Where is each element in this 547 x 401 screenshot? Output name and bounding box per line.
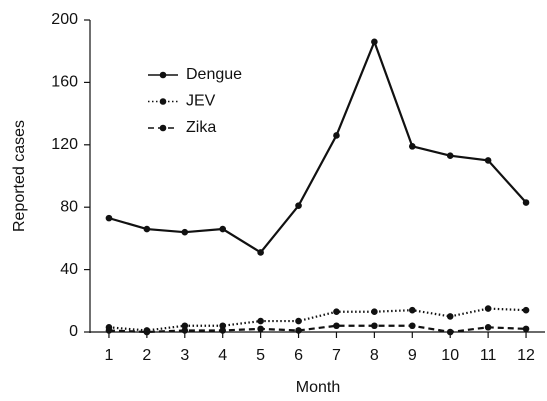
point xyxy=(371,38,378,46)
series-line xyxy=(108,324,527,334)
point xyxy=(522,306,530,314)
point xyxy=(257,317,264,325)
legend-marker xyxy=(159,98,167,105)
x-tick-label: 7 xyxy=(332,347,341,364)
y-axis-label: Reported cases xyxy=(11,120,28,232)
point xyxy=(219,225,227,233)
point xyxy=(219,322,227,330)
x-tick-label: 8 xyxy=(370,347,379,364)
point xyxy=(371,308,378,316)
x-axis-label: Month xyxy=(296,379,340,396)
point xyxy=(105,327,113,334)
point xyxy=(333,132,340,139)
point xyxy=(257,325,264,333)
point xyxy=(408,322,416,330)
legend-marker xyxy=(159,71,167,79)
y-tick-label: 40 xyxy=(60,261,78,278)
x-tick-label: 6 xyxy=(294,347,303,364)
x-tick-label: 9 xyxy=(408,347,417,364)
x-tick-label: 4 xyxy=(218,347,227,364)
x-tick-label: 1 xyxy=(105,347,114,364)
point xyxy=(257,249,264,256)
point xyxy=(446,152,454,160)
legend-marker xyxy=(159,124,167,132)
point xyxy=(333,322,340,330)
y-tick-label: 200 xyxy=(51,11,78,28)
point xyxy=(522,325,530,333)
point xyxy=(371,322,378,330)
y-tick-label: 80 xyxy=(60,198,78,215)
point xyxy=(181,228,189,236)
y-tick-label: 160 xyxy=(51,74,78,91)
point xyxy=(333,308,340,316)
point xyxy=(408,306,416,314)
x-tick-label: 2 xyxy=(142,347,151,364)
point xyxy=(295,202,302,209)
point xyxy=(219,327,227,334)
point xyxy=(446,313,454,320)
legend-label: Zika xyxy=(186,119,216,136)
x-tick-label: 11 xyxy=(480,347,497,364)
point xyxy=(105,214,113,222)
point xyxy=(484,157,492,164)
x-tick-label: 12 xyxy=(517,347,535,364)
point xyxy=(408,143,416,150)
x-tick-label: 3 xyxy=(180,347,189,364)
x-tick-label: 10 xyxy=(441,347,459,364)
point xyxy=(484,324,492,331)
series-line xyxy=(108,38,527,254)
point xyxy=(181,322,189,330)
point xyxy=(143,225,151,233)
point xyxy=(295,317,302,325)
point xyxy=(181,327,189,334)
point xyxy=(522,199,530,206)
point xyxy=(446,328,454,336)
y-tick-label: 0 xyxy=(69,323,78,340)
point xyxy=(295,327,302,334)
x-tick-label: 5 xyxy=(256,347,265,364)
point xyxy=(484,305,492,312)
series-line xyxy=(108,307,527,332)
y-tick-label: 120 xyxy=(51,136,78,153)
legend-label: Dengue xyxy=(186,66,242,83)
legend-label: JEV xyxy=(186,93,216,110)
point xyxy=(143,328,151,336)
